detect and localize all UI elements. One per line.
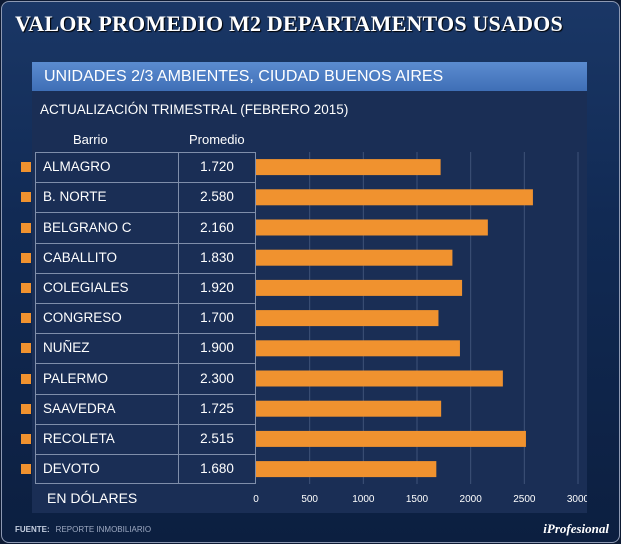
promedio-value: 1.920 <box>200 279 234 295</box>
row-bullet-icon <box>21 373 31 384</box>
promedio-value: 2.300 <box>200 370 234 386</box>
bar <box>256 219 488 236</box>
barrio-label: COLEGIALES <box>43 279 129 295</box>
barrio-label: SAAVEDRA <box>43 400 116 416</box>
x-tick-label: 3000 <box>567 494 587 505</box>
table-row-divider <box>35 303 256 304</box>
column-header-barrio: Barrio <box>73 132 108 147</box>
x-tick-label: 500 <box>301 494 318 505</box>
promedio-value: 1.720 <box>200 159 234 175</box>
source-label: FUENTE: <box>15 525 50 534</box>
barrio-label: BELGRANO C <box>43 219 132 235</box>
row-bullet-icon <box>21 162 31 173</box>
barrio-label: B. NORTE <box>43 189 107 205</box>
promedio-value: 1.700 <box>200 310 234 326</box>
source-note: FUENTE: REPORTE INMOBILIARIO <box>15 525 151 534</box>
promedio-value: 2.580 <box>200 189 234 205</box>
bar <box>256 189 533 206</box>
bar <box>256 430 526 447</box>
table-row-divider <box>35 212 256 214</box>
promedio-value: 2.160 <box>200 219 234 235</box>
table-row-divider <box>35 272 256 274</box>
row-bullet-icon <box>21 464 31 475</box>
promedio-value: 1.830 <box>200 249 234 265</box>
bar <box>256 400 442 417</box>
barrio-label: ALMAGRO <box>43 159 111 175</box>
row-bullet-icon <box>21 282 31 293</box>
table-row-divider <box>35 242 256 244</box>
promedio-value: 1.725 <box>200 400 234 416</box>
bar <box>256 370 503 387</box>
barrio-label: RECOLETA <box>43 430 115 446</box>
x-tick-label: 1000 <box>352 494 375 505</box>
promedio-value: 2.515 <box>200 430 234 446</box>
data-table <box>35 152 256 484</box>
chart-panel: UNIDADES 2/3 AMBIENTES, CIUDAD BUENOS AI… <box>21 62 587 513</box>
bar <box>256 249 453 266</box>
barrio-label: CABALLITO <box>43 249 118 265</box>
barrio-label: DEVOTO <box>43 461 100 477</box>
promedio-value: 1.680 <box>200 461 234 477</box>
table-row-divider <box>35 333 256 335</box>
bar <box>256 279 463 296</box>
main-title: VALOR PROMEDIO M2 DEPARTAMENTOS USADOS <box>15 11 563 36</box>
table-row-divider <box>35 423 256 425</box>
x-tick-label: 2000 <box>460 494 483 505</box>
chart-subtitle: ACTUALIZACIÓN TRIMESTRAL (FEBRERO 2015) <box>40 102 349 117</box>
brand-logo: iProfesional <box>543 521 609 536</box>
row-bullet-icon <box>21 343 31 354</box>
promedio-value: 1.900 <box>200 340 234 356</box>
row-bullet-icon <box>21 222 31 233</box>
bar <box>256 340 460 357</box>
units-label: EN DÓLARES <box>47 490 138 506</box>
row-bullet-icon <box>21 252 31 263</box>
row-bullet-icon <box>21 192 31 203</box>
chart-title: UNIDADES 2/3 AMBIENTES, CIUDAD BUENOS AI… <box>32 62 587 91</box>
row-bullet-icon <box>21 403 31 414</box>
x-tick-label: 2500 <box>513 494 536 505</box>
table-row-divider <box>35 454 256 455</box>
table-column-divider <box>178 152 179 484</box>
x-tick-label: 0 <box>253 494 259 505</box>
bar <box>256 159 441 176</box>
barrio-label: NUÑEZ <box>43 340 90 356</box>
row-bullet-icon <box>21 313 31 324</box>
table-row-divider <box>35 182 256 184</box>
row-bullet-icon <box>21 433 31 444</box>
table-row-divider <box>35 363 256 365</box>
source-value: REPORTE INMOBILIARIO <box>55 525 152 534</box>
table-row-divider <box>35 393 256 395</box>
bar <box>256 310 439 327</box>
column-header-promedio: Promedio <box>189 132 245 147</box>
bar <box>256 461 437 478</box>
bar-plot: 0 500 1000 1500 2000 2500 3000 <box>253 152 587 505</box>
barrio-label: PALERMO <box>43 370 109 386</box>
x-tick-label: 1500 <box>406 494 429 505</box>
barrio-label: CONGRESO <box>43 310 122 326</box>
